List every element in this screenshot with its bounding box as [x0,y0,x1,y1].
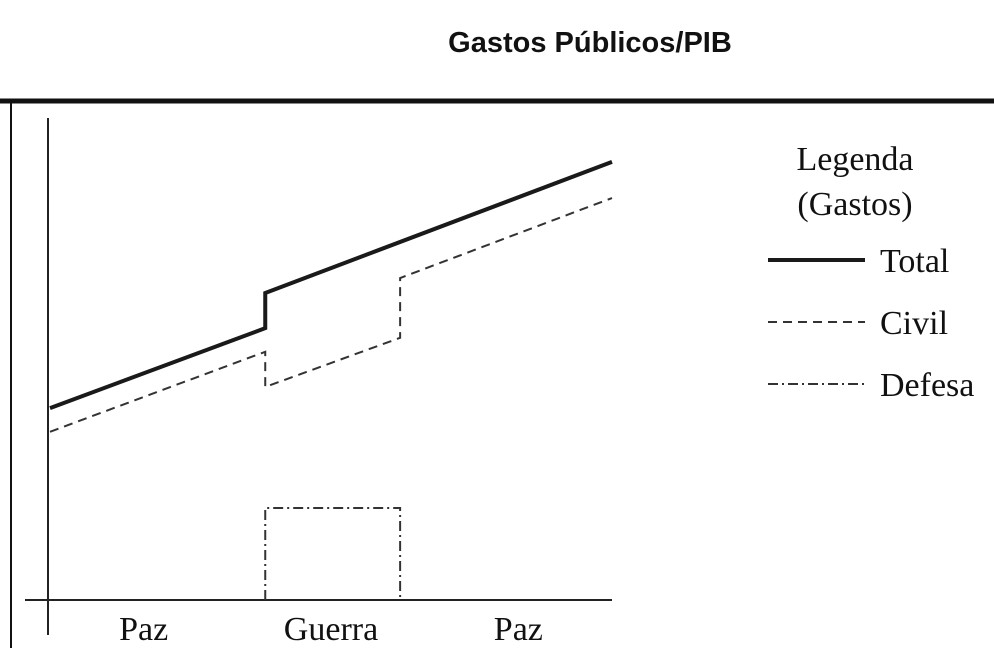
x-tick-label: Paz [119,611,168,648]
x-tick-label: Paz [494,611,543,648]
chart-title: Gastos Públicos/PIB [448,27,732,59]
legend-title: Legenda [796,141,913,178]
x-tick-label: Guerra [284,611,378,648]
series-line [264,506,402,600]
legend-title: (Gastos) [797,186,912,223]
series-line [49,197,613,433]
legend-label: Defesa [880,367,974,404]
legend-label: Total [880,243,949,280]
legend-label: Civil [880,305,948,342]
series-line [49,159,613,411]
